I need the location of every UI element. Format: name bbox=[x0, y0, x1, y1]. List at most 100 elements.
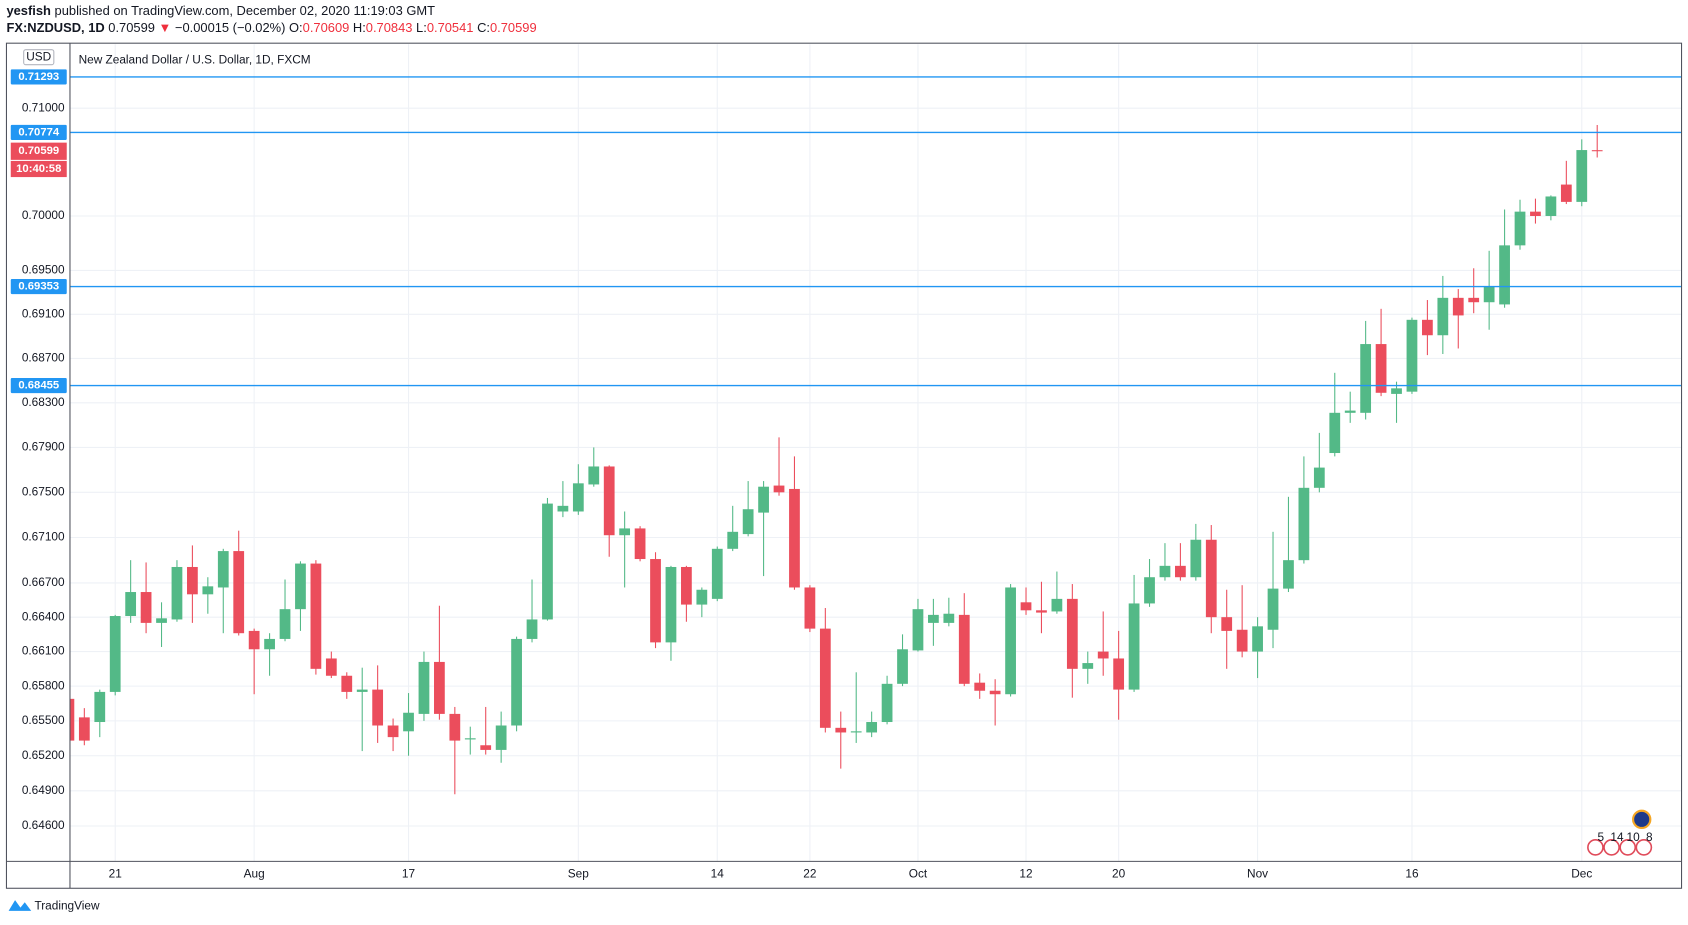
x-tick-label: 12 bbox=[1019, 866, 1032, 880]
x-tick-label: 14 bbox=[711, 866, 725, 880]
candle-body bbox=[1082, 663, 1094, 669]
chart-title: New Zealand Dollar / U.S. Dollar, 1D, FX… bbox=[79, 53, 311, 67]
candle-body bbox=[912, 609, 924, 651]
candle-body bbox=[403, 712, 414, 732]
price-label-box bbox=[10, 378, 67, 394]
candle-body bbox=[1375, 344, 1387, 393]
grid bbox=[69, 44, 1682, 862]
candle-body bbox=[1252, 626, 1263, 652]
price-label: 0.71293 bbox=[18, 71, 59, 83]
y-tick-label: 0.64600 bbox=[22, 818, 65, 832]
candle-body bbox=[480, 745, 492, 750]
candle-body bbox=[696, 589, 708, 605]
candle-body bbox=[819, 628, 831, 728]
price-label: 0.68455 bbox=[18, 380, 59, 392]
event-count: 8 bbox=[1646, 830, 1653, 844]
candle-body bbox=[1066, 598, 1078, 669]
candles bbox=[69, 125, 1603, 795]
x-tick-label: 20 bbox=[1112, 866, 1126, 880]
y-tick-label: 0.71000 bbox=[22, 100, 65, 114]
candle-body bbox=[1468, 297, 1480, 303]
candle-body bbox=[109, 616, 121, 692]
candle-body bbox=[78, 717, 90, 741]
candle-body bbox=[217, 551, 229, 588]
symbol: FX:NZDUSD, 1D bbox=[6, 21, 104, 36]
currency: USD bbox=[26, 49, 51, 63]
candle-body bbox=[310, 563, 322, 669]
candle-body bbox=[1051, 598, 1063, 612]
candle-body bbox=[650, 559, 661, 643]
candle-body bbox=[1499, 245, 1510, 305]
candle-body bbox=[897, 649, 908, 684]
candle-body bbox=[279, 609, 291, 639]
candle-body bbox=[69, 698, 75, 741]
candle-body bbox=[387, 725, 399, 738]
currency-box bbox=[23, 49, 55, 66]
candle-body bbox=[526, 619, 538, 639]
candle-body bbox=[572, 483, 584, 512]
candle-body bbox=[1329, 412, 1341, 454]
candle-body bbox=[588, 466, 600, 485]
candle-body bbox=[233, 551, 245, 634]
y-tick-label: 0.66100 bbox=[22, 644, 65, 658]
ohlc-label: C: bbox=[477, 21, 490, 36]
candle-body bbox=[727, 531, 739, 549]
candle-body bbox=[418, 661, 430, 714]
ohlc-label: H: bbox=[353, 21, 366, 36]
candle-body bbox=[202, 586, 214, 595]
event-icon bbox=[1635, 839, 1653, 856]
ohlc-value: 0.70541 bbox=[427, 21, 474, 36]
candle-body bbox=[1113, 658, 1125, 690]
y-tick-label: 0.67100 bbox=[22, 530, 65, 544]
candle-body bbox=[1267, 588, 1279, 630]
candle-body bbox=[665, 566, 677, 643]
author: yesfish bbox=[6, 3, 51, 18]
candle-body bbox=[850, 731, 862, 733]
candle-body bbox=[1576, 150, 1588, 202]
candle-body bbox=[1159, 565, 1171, 578]
candle-body bbox=[1175, 565, 1186, 578]
price-label-box bbox=[10, 124, 67, 140]
event-icon bbox=[1587, 839, 1604, 856]
event-icon bbox=[1619, 839, 1637, 856]
last-price-box bbox=[10, 142, 67, 160]
countdown-box bbox=[10, 160, 67, 178]
candle-body bbox=[1452, 297, 1464, 316]
candle-body bbox=[943, 613, 955, 623]
y-tick-label: 0.66400 bbox=[22, 609, 65, 623]
candle-body bbox=[881, 683, 893, 723]
candle-body bbox=[1221, 617, 1233, 631]
x-tick-label: Aug bbox=[244, 866, 265, 880]
candle-body bbox=[264, 638, 275, 650]
candle-body bbox=[1391, 388, 1402, 394]
candle-body bbox=[94, 691, 106, 723]
candle-body bbox=[449, 713, 461, 741]
candle-body bbox=[1236, 629, 1248, 652]
countdown: 10:40:58 bbox=[16, 163, 61, 175]
candle-body bbox=[1437, 297, 1449, 336]
event-count: 5 bbox=[1598, 830, 1605, 844]
ohlc-value: 0.70843 bbox=[366, 21, 413, 36]
candle-body bbox=[140, 592, 152, 623]
candle-body bbox=[711, 548, 723, 599]
candle-body bbox=[634, 528, 646, 560]
candle-body bbox=[1020, 602, 1032, 611]
published: published on TradingView.com, December 0… bbox=[55, 3, 436, 18]
candle-body bbox=[187, 566, 198, 595]
y-tick-label: 0.67500 bbox=[22, 484, 65, 498]
candle-body bbox=[619, 528, 631, 536]
ohlc-label: O: bbox=[289, 21, 303, 36]
candle-body bbox=[464, 738, 476, 740]
x-tick-label: 22 bbox=[803, 866, 816, 880]
candle-body bbox=[603, 466, 615, 536]
candle-body bbox=[495, 725, 507, 750]
x-tick-label: Dec bbox=[1571, 866, 1592, 880]
candle-body bbox=[542, 503, 553, 620]
candle-body bbox=[928, 614, 939, 623]
candle-body bbox=[1128, 603, 1140, 690]
candle-body bbox=[1530, 211, 1541, 216]
y-tick-label: 0.68700 bbox=[22, 351, 65, 365]
x-tick-label: 16 bbox=[1405, 866, 1419, 880]
